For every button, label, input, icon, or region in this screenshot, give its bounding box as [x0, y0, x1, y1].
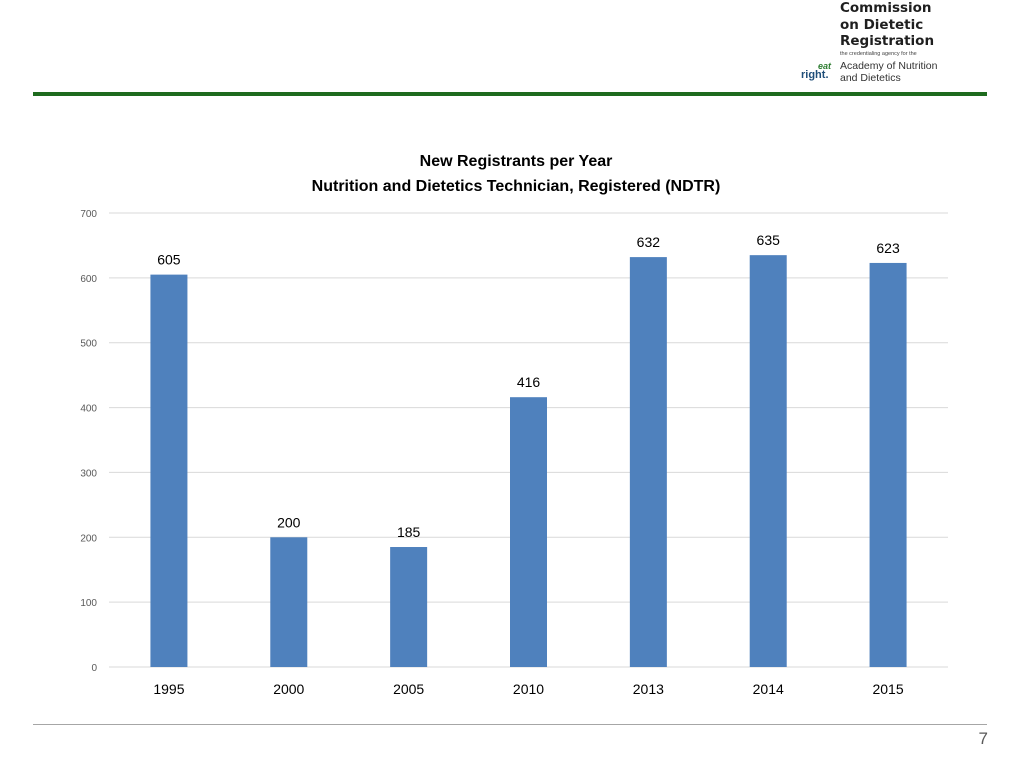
data-label-1995: 605: [157, 252, 181, 268]
data-label-2015: 623: [876, 240, 900, 256]
bar-2015: [869, 262, 907, 667]
y-tick-label: 300: [80, 468, 97, 479]
y-tick-label: 200: [80, 533, 97, 544]
chart-x-axis: 1995 2000 2005 2010 2013 2014 2015: [153, 681, 904, 697]
y-tick-label: 0: [91, 663, 97, 674]
x-tick-label-2000: 2000: [273, 681, 304, 697]
x-tick-label-2005: 2005: [393, 681, 424, 697]
header-rule: [33, 92, 987, 96]
data-label-2000: 200: [277, 514, 301, 530]
bar-2005: [390, 547, 428, 667]
chart-subtitle: Nutrition and Dietetics Technician, Regi…: [312, 178, 721, 195]
bar-1995: [150, 274, 188, 667]
y-tick-label: 600: [80, 274, 97, 285]
data-label-2014: 635: [757, 232, 781, 248]
x-tick-label-2010: 2010: [513, 681, 544, 697]
logo-right-text: right.: [801, 69, 829, 81]
chart-title: New Registrants per Year: [420, 153, 613, 170]
y-tick-label: 100: [80, 598, 97, 609]
chart-data-labels: 605 200 185 416 632 635 623: [157, 232, 900, 540]
logo-organization-name: Commission on Dietetic Registration: [840, 0, 934, 50]
chart-y-axis: 0 100 200 300 400 500 600 700: [80, 209, 97, 674]
x-tick-label-2013: 2013: [633, 681, 664, 697]
x-tick-label-2014: 2014: [753, 681, 784, 697]
logo-academy-line-2: and Dietetics: [840, 72, 901, 84]
cdr-logo: Commission on Dietetic Registration the …: [800, 0, 990, 88]
logo-eat-text: eat: [818, 61, 832, 71]
logo-tagline: the credentialing agency for the: [840, 51, 917, 57]
bar-2000: [270, 537, 308, 667]
data-label-2010: 416: [517, 374, 541, 390]
bar-2013: [629, 257, 667, 667]
footer-rule: [33, 724, 987, 725]
page-number: 7: [978, 729, 988, 748]
data-label-2013: 632: [637, 234, 661, 250]
logo-org-line-3: Registration: [840, 33, 935, 49]
bar-2014: [749, 255, 787, 667]
bar-2010: [510, 397, 547, 667]
data-label-2005: 185: [397, 524, 421, 540]
logo-org-line-2: on Dietetic: [840, 16, 924, 33]
chart-bars: [150, 255, 907, 667]
y-tick-label: 700: [80, 209, 97, 220]
y-tick-label: 400: [80, 404, 97, 415]
y-tick-label: 500: [80, 339, 97, 350]
x-tick-label-2015: 2015: [872, 681, 903, 697]
logo-academy-name: Academy of Nutrition and Dietetics: [840, 60, 937, 84]
x-tick-label-1995: 1995: [153, 681, 184, 697]
logo-academy-line-1: Academy of Nutrition: [840, 60, 938, 72]
logo-org-line-1: Commission: [840, 0, 932, 16]
